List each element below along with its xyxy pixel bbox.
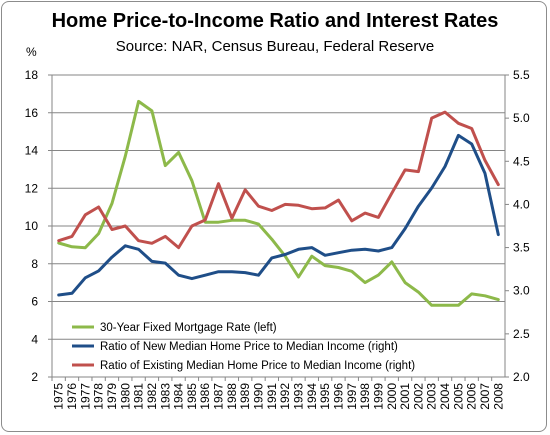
x-tick-label: 1996 bbox=[331, 383, 345, 410]
x-tick-label: 2005 bbox=[451, 383, 465, 410]
x-tick-label: 2008 bbox=[491, 383, 505, 410]
x-tick-label: 2000 bbox=[385, 383, 399, 410]
chart-title: Home Price-to-Income Ratio and Interest … bbox=[51, 10, 499, 32]
left-tick-label: 16 bbox=[25, 106, 39, 120]
x-tick-label: 1981 bbox=[132, 383, 146, 410]
x-tick-label: 1991 bbox=[265, 383, 279, 410]
chart-subtitle: Source: NAR, Census Bureau, Federal Rese… bbox=[115, 38, 435, 55]
series-line-2 bbox=[57, 133, 500, 297]
x-tick-label: 1987 bbox=[212, 383, 226, 410]
x-tick-label: 1978 bbox=[92, 383, 106, 410]
x-tick-label: 1982 bbox=[145, 383, 159, 410]
series-lines bbox=[57, 99, 500, 307]
x-tick-label: 1989 bbox=[238, 383, 252, 410]
legend-label: Ratio of New Median Home Price to Median… bbox=[100, 341, 398, 353]
legend-label: Ratio of Existing Median Home Price to M… bbox=[100, 360, 415, 372]
x-tick-label: 2006 bbox=[465, 383, 479, 410]
right-y-axis: 2.0 2.5 3.0 3.5 4.0 4.5 5.0 5.5 bbox=[505, 68, 530, 384]
left-tick-label: 4 bbox=[31, 332, 38, 346]
x-tick-label: 1993 bbox=[291, 383, 305, 410]
x-tick-label: 1986 bbox=[198, 383, 212, 410]
series-line-3 bbox=[57, 110, 500, 250]
left-tick-label: 6 bbox=[31, 295, 38, 309]
x-tick-label: 2001 bbox=[398, 383, 412, 410]
x-tick-label: 1990 bbox=[252, 383, 266, 410]
left-tick-label: 18 bbox=[25, 68, 39, 82]
x-tick-label: 2007 bbox=[478, 383, 492, 410]
x-tick-label: 1995 bbox=[318, 383, 332, 410]
right-tick-label: 5.0 bbox=[513, 111, 530, 125]
x-tick-label: 1998 bbox=[358, 383, 372, 410]
right-tick-label: 3.5 bbox=[513, 241, 530, 255]
left-tick-label: 10 bbox=[25, 219, 39, 233]
x-tick-label: 1988 bbox=[225, 383, 239, 410]
right-tick-label: 2.0 bbox=[513, 370, 530, 384]
legend: 30-Year Fixed Mortgage Rate (left) Ratio … bbox=[72, 322, 415, 372]
right-tick-label: 3.0 bbox=[513, 284, 530, 298]
x-tick-label: 1980 bbox=[118, 383, 132, 410]
left-tick-label: 8 bbox=[31, 257, 38, 271]
right-tick-label: 4.5 bbox=[513, 154, 530, 168]
x-tick-label: 1985 bbox=[185, 383, 199, 410]
x-tick-label: 1979 bbox=[105, 383, 119, 410]
left-axis-label: % bbox=[26, 45, 37, 59]
x-tick-label: 2004 bbox=[438, 383, 452, 410]
x-tick-label: 1999 bbox=[371, 383, 385, 410]
right-tick-label: 2.5 bbox=[513, 327, 530, 341]
x-tick-label: 2002 bbox=[411, 383, 425, 410]
left-tick-label: 12 bbox=[25, 181, 39, 195]
x-tick-label: 1976 bbox=[65, 383, 79, 410]
x-tick-label: 1997 bbox=[345, 383, 359, 410]
x-tick-label: 1984 bbox=[172, 383, 186, 410]
x-tick-label: 1992 bbox=[278, 383, 292, 410]
left-tick-label: 14 bbox=[25, 144, 39, 158]
right-tick-label: 4.0 bbox=[513, 197, 530, 211]
x-tick-label: 2003 bbox=[425, 383, 439, 410]
x-axis: 1975 1976 1977 1978 1979 1980 1981 1982 1983 1984… bbox=[51, 377, 505, 410]
x-tick-label: 1983 bbox=[158, 383, 172, 410]
x-tick-label: 1977 bbox=[78, 383, 92, 410]
legend-label: 30-Year Fixed Mortgage Rate (left) bbox=[100, 322, 277, 334]
left-y-axis: 2 4 6 8 10 12 14 16 18 bbox=[25, 68, 52, 384]
right-tick-label: 5.5 bbox=[513, 68, 530, 82]
x-tick-label: 1975 bbox=[52, 383, 66, 410]
left-tick-label: 2 bbox=[31, 370, 38, 384]
series-line-1 bbox=[57, 99, 500, 307]
x-tick-label: 1994 bbox=[305, 383, 319, 410]
